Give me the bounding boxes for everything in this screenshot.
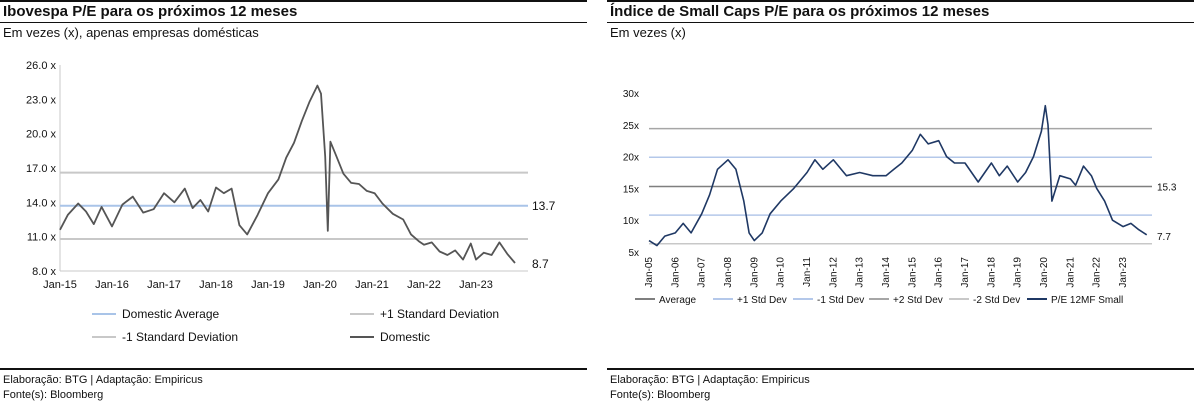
y-tick-label: 14.0 x xyxy=(26,197,56,209)
chart-ibovespa: 8.0 x 11.0 x 14.0 x 17.0 x 20.0 x 23.0 x 26.0 … xyxy=(26,60,556,344)
x-tick-label: Jan-16 xyxy=(95,279,129,291)
y-tick-label: 20.0 x xyxy=(26,129,56,141)
x-tick-label: Jan-21 xyxy=(1065,257,1076,288)
panel-small-caps: Índice de Small Caps P/E para os próximo… xyxy=(607,0,1194,407)
average-value-label: 13.7 xyxy=(532,199,556,213)
y-tick-label: 15x xyxy=(623,184,639,195)
x-tick-label: Jan-22 xyxy=(407,279,441,291)
legend-label: +1 Std Dev xyxy=(737,295,787,306)
panel-title: Índice de Small Caps P/E para os próximo… xyxy=(610,3,990,20)
last-value-label: 7.7 xyxy=(1157,232,1171,243)
y-tick-label: 5x xyxy=(628,248,639,259)
x-tick-label: Jan-16 xyxy=(934,257,945,288)
pe-12mf-small-series-line xyxy=(648,104,1148,247)
y-tick-label: 30x xyxy=(623,89,639,100)
x-tick-label: Jan-23 xyxy=(459,279,493,291)
x-tick-label: Jan-08 xyxy=(723,257,734,288)
x-tick-label: Jan-06 xyxy=(670,257,681,288)
top-rule xyxy=(0,0,587,2)
panel-subtitle: Em vezes (x), apenas empresas domésticas xyxy=(3,25,259,40)
x-tick-label: Jan-15 xyxy=(43,279,77,291)
y-tick-label: 25x xyxy=(623,121,639,132)
x-tick-label: Jan-13 xyxy=(855,257,866,288)
panel-subtitle: Em vezes (x) xyxy=(610,25,686,40)
legend-label: +1 Standard Deviation xyxy=(380,307,499,321)
top-rule xyxy=(607,0,1194,2)
x-tick-label: Jan-17 xyxy=(960,257,971,288)
y-tick-label: 17.0 x xyxy=(26,163,56,175)
y-tick-label: 23.0 x xyxy=(26,94,56,106)
footer-rule xyxy=(607,368,1194,370)
last-value-label: 8.7 xyxy=(532,257,549,271)
legend-label: P/E 12MF Small xyxy=(1051,295,1123,306)
legend-label: Domestic xyxy=(380,330,430,344)
title-rule xyxy=(0,22,587,23)
y-tick-label: 20x xyxy=(623,153,639,164)
panel-ibovespa: Ibovespa P/E para os próximos 12 meses E… xyxy=(0,0,587,407)
chart-small-caps: 5x 10x 15x 20x 25x 30x Jan-05 Jan-06 Jan-07 Jan-0… xyxy=(623,89,1177,306)
x-tick-label: Jan-22 xyxy=(1092,257,1103,288)
average-value-label: 15.3 xyxy=(1157,182,1177,193)
footer-source: Fonte(s): Bloomberg xyxy=(610,389,711,401)
x-tick-label: Jan-19 xyxy=(1013,257,1024,288)
domestic-series-line xyxy=(59,84,516,264)
x-tick-label: Jan-09 xyxy=(749,257,760,288)
x-tick-label: Jan-18 xyxy=(199,279,233,291)
x-tick-label: Jan-20 xyxy=(1039,257,1050,288)
legend-label: -2 Std Dev xyxy=(973,295,1020,306)
y-tick-label: 10x xyxy=(623,216,639,227)
x-tick-label: Jan-10 xyxy=(776,257,787,288)
x-tick-label: Jan-18 xyxy=(986,257,997,288)
legend-label: Average xyxy=(659,295,697,306)
legend-label: +2 Std Dev xyxy=(893,295,943,306)
title-rule xyxy=(607,22,1194,23)
x-tick-label: Jan-19 xyxy=(251,279,285,291)
footer-credit: Elaboração: BTG | Adaptação: Empiricus xyxy=(3,374,203,386)
x-tick-label: Jan-15 xyxy=(907,257,918,288)
panel-title: Ibovespa P/E para os próximos 12 meses xyxy=(3,3,298,20)
legend-label: -1 Standard Deviation xyxy=(122,330,238,344)
legend-label: -1 Std Dev xyxy=(817,295,864,306)
x-tick-label: Jan-05 xyxy=(644,257,655,288)
x-tick-label: Jan-07 xyxy=(697,257,708,288)
y-tick-label: 11.0 x xyxy=(27,232,57,244)
legend-label: Domestic Average xyxy=(122,307,219,321)
x-tick-label: Jan-21 xyxy=(355,279,389,291)
footer-source: Fonte(s): Bloomberg xyxy=(3,389,104,401)
y-tick-label: 8.0 x xyxy=(32,266,56,278)
x-tick-label: Jan-20 xyxy=(303,279,337,291)
y-tick-label: 26.0 x xyxy=(26,60,56,72)
x-tick-label: Jan-17 xyxy=(147,279,181,291)
footer-rule xyxy=(0,368,587,370)
x-tick-label: Jan-12 xyxy=(828,257,839,288)
x-tick-label: Jan-23 xyxy=(1118,257,1129,288)
x-tick-label: Jan-14 xyxy=(881,257,892,288)
footer-credit: Elaboração: BTG | Adaptação: Empiricus xyxy=(610,374,810,386)
x-tick-label: Jan-11 xyxy=(802,257,813,287)
